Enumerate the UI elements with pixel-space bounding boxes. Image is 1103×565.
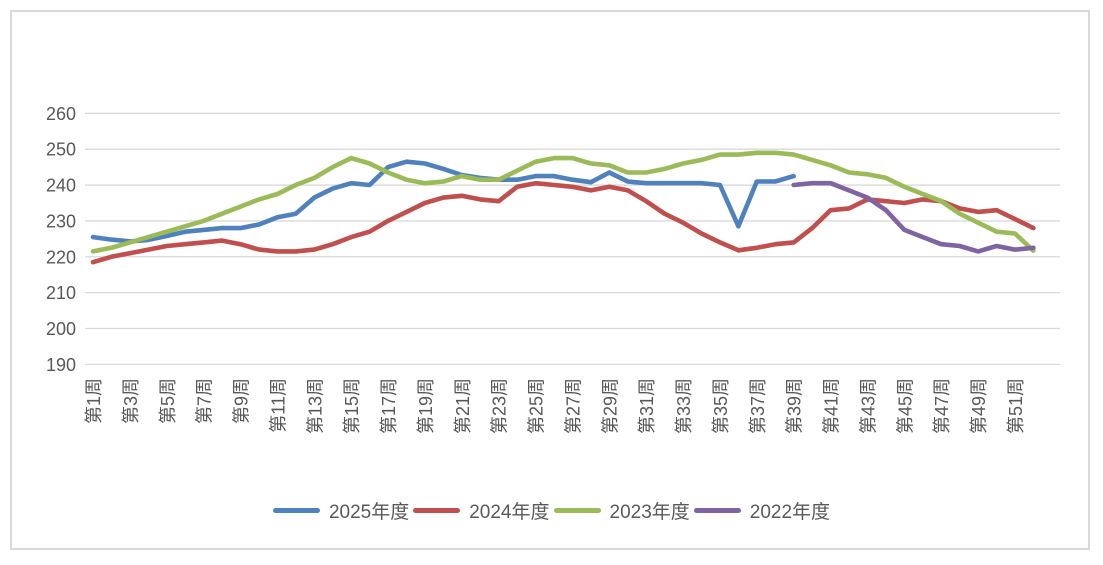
- x-axis-tick-label: 第37周: [748, 378, 768, 434]
- x-axis-tick-label: 第41周: [822, 378, 842, 434]
- x-axis-tick-label: 第17周: [379, 378, 399, 434]
- x-axis-tick-label: 第13周: [305, 378, 325, 434]
- y-axis-tick-label: 220: [46, 247, 76, 267]
- x-axis-tick-label: 第7周: [195, 378, 215, 424]
- x-axis-tick-label: 第11周: [268, 378, 288, 433]
- x-axis-tick-label: 第25周: [527, 378, 547, 434]
- x-axis-tick-label: 第1周: [84, 378, 104, 424]
- x-axis-tick-label: 第31周: [637, 378, 657, 434]
- y-axis-tick-label: 200: [46, 319, 76, 339]
- y-axis-tick-label: 190: [46, 355, 76, 375]
- y-axis-tick-label: 240: [46, 176, 76, 196]
- y-axis-tick-label: 250: [46, 140, 76, 160]
- series-line-2024年度: [90, 180, 1036, 265]
- x-axis-tick-label: 第35周: [711, 378, 731, 434]
- x-axis-tick-label: 第5周: [158, 378, 178, 424]
- x-axis-tick-label: 第29周: [600, 378, 620, 434]
- y-axis-tick-label: 260: [46, 104, 76, 124]
- x-axis-tick-label: 第3周: [121, 378, 141, 424]
- x-axis-tick-label: 第33周: [674, 378, 694, 434]
- x-axis-tick-label: 第51周: [1006, 378, 1026, 434]
- x-axis-tick-label: 第47周: [932, 378, 952, 434]
- x-axis-tick-label: 第9周: [232, 378, 252, 424]
- x-axis-tick-label: 第23周: [490, 378, 510, 434]
- x-axis-tick-label: 第49周: [969, 378, 989, 434]
- chart-frame-border: [10, 10, 1090, 550]
- x-axis-tick-label: 第45周: [895, 378, 915, 434]
- series-line-2025年度: [90, 159, 796, 244]
- series-line-2022年度: [791, 180, 1036, 254]
- x-axis-tick-label: 第27周: [563, 378, 583, 434]
- x-axis-tick-label: 第21周: [453, 378, 473, 434]
- x-axis-tick-label: 第19周: [416, 378, 436, 434]
- x-axis-tick-label: 第39周: [785, 378, 805, 434]
- x-axis-tick-label: 第43周: [858, 378, 878, 434]
- y-axis-tick-label: 210: [46, 283, 76, 303]
- y-axis-tick-label: 230: [46, 211, 76, 231]
- x-axis-tick-label: 第15周: [342, 378, 362, 434]
- series-line-2023年度: [90, 150, 1036, 254]
